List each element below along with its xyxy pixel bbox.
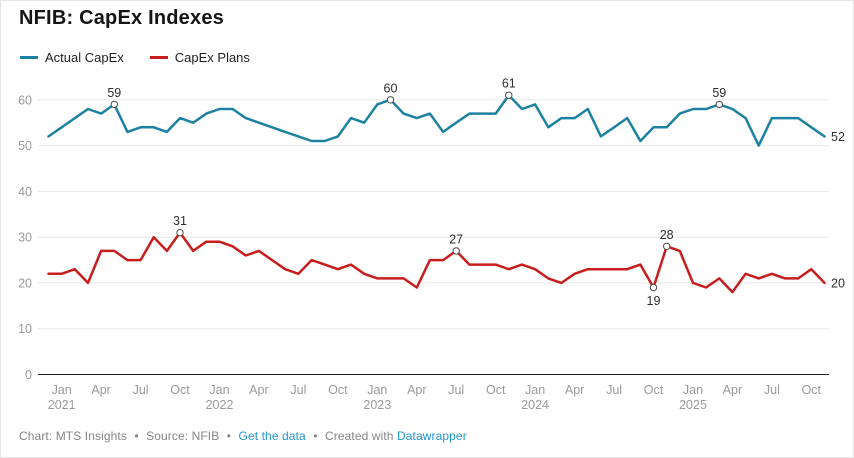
footer-separator: • [134,429,139,443]
footer-created-with: Created with [324,429,394,443]
x-axis-label: Jan [683,383,703,397]
legend-swatch-plans-icon [149,56,168,59]
series-end-label-actual: 52 [831,130,845,144]
data-point-label: 61 [502,77,516,91]
x-axis-year-label: 2023 [363,398,391,412]
x-axis-label: Oct [644,383,664,397]
x-axis-label: Jul [448,383,464,397]
data-point-marker-icon [386,96,395,104]
data-point-marker-icon [505,91,513,99]
legend-swatch-actual-icon [20,56,38,59]
get-the-data-link[interactable]: Get the data [238,429,306,443]
data-point-marker-icon [649,283,658,292]
x-axis-label: Jan [367,383,387,397]
datawrapper-link[interactable]: Datawrapper [397,429,467,443]
legend: Actual CapEx CapEx Plans [20,50,250,65]
y-axis-label: 0 [25,368,32,382]
footer-separator: • [226,429,232,443]
x-axis-label: Apr [723,383,742,397]
x-axis-year-label: 2021 [48,398,76,412]
x-axis-label: Apr [249,383,268,397]
x-axis-label: Apr [91,383,110,397]
data-point-marker-icon [663,242,671,251]
x-axis-year-label: 2025 [679,398,707,412]
x-axis-label: Jan [52,383,72,397]
legend-item-capex-plans: CapEx Plans [149,50,250,65]
footer-source: Source: NFIB [146,429,220,443]
data-point-label: 59 [107,86,121,100]
series-line-plans [47,231,826,294]
x-axis-label: Jul [290,383,306,397]
chart-title: NFIB: CapEx Indexes [19,7,224,29]
x-axis-label: Oct [328,383,348,397]
x-axis-label: Jan [209,383,229,397]
data-point-label: 19 [647,294,661,308]
x-axis-label: Jan [525,383,545,397]
data-point-label: 27 [449,232,463,246]
footer-chart-credit: Chart: MTS Insights [19,429,127,443]
data-point-marker-icon [110,100,119,109]
y-axis-label: 60 [18,93,32,107]
data-point-label: 59 [712,86,726,100]
data-point-marker-icon [176,228,184,237]
x-axis-label: Oct [802,383,822,397]
x-axis-label: Apr [565,383,584,397]
x-axis-label: Oct [170,383,190,397]
legend-label-actual: Actual CapEx [45,50,124,65]
series-line-actual [47,93,826,147]
legend-label-plans: CapEx Plans [174,50,250,65]
legend-item-actual-capex: Actual CapEx [20,50,124,65]
y-axis-label: 30 [18,231,32,245]
x-axis-label: Oct [486,383,506,397]
x-axis-year-label: 2022 [206,398,234,412]
x-axis-label: Jul [606,383,622,397]
x-axis-label: Jul [133,383,149,397]
y-axis-label: 50 [18,139,32,153]
data-point-marker-icon [715,100,723,109]
y-axis-label: 20 [18,276,32,290]
x-axis-label: Apr [407,383,426,397]
x-axis-year-label: 2024 [521,398,549,412]
x-axis-label: Jul [764,383,780,397]
footer: Chart: MTS Insights • Source: NFIB • Get… [19,429,467,443]
series-end-label-plans: 20 [831,276,845,290]
footer-separator: • [313,429,318,443]
data-point-label: 31 [173,214,187,228]
data-point-marker-icon [452,247,460,255]
data-point-label: 28 [660,228,674,242]
y-axis-label: 10 [18,322,32,336]
y-axis-label: 40 [18,185,32,199]
data-point-label: 60 [384,81,398,95]
